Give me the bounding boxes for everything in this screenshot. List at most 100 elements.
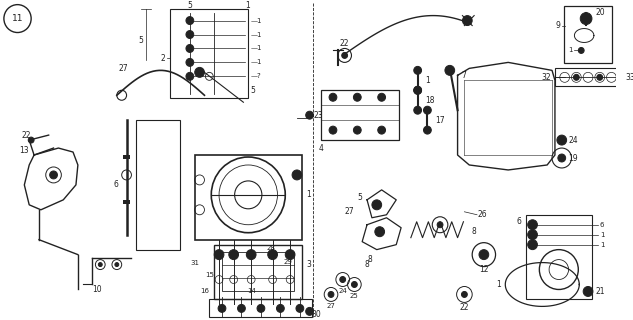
Text: 21: 21 <box>596 287 605 296</box>
Circle shape <box>186 59 194 66</box>
Text: 18: 18 <box>425 96 435 105</box>
Bar <box>526 215 592 300</box>
Circle shape <box>237 304 246 312</box>
Circle shape <box>378 126 385 134</box>
Circle shape <box>528 220 537 230</box>
Circle shape <box>214 250 224 260</box>
Text: 24: 24 <box>568 136 578 145</box>
Circle shape <box>528 240 537 250</box>
Bar <box>210 300 311 317</box>
Text: 16: 16 <box>200 288 210 294</box>
Circle shape <box>257 304 265 312</box>
Text: 20: 20 <box>596 8 605 17</box>
Bar <box>222 252 294 292</box>
Circle shape <box>329 93 337 101</box>
Circle shape <box>583 286 593 296</box>
Bar <box>123 155 130 159</box>
Text: 23: 23 <box>313 111 323 120</box>
Circle shape <box>414 106 422 114</box>
Text: 1: 1 <box>306 190 311 199</box>
Circle shape <box>353 93 361 101</box>
Text: 1: 1 <box>425 76 430 85</box>
Text: 2: 2 <box>161 54 165 63</box>
Circle shape <box>28 137 34 143</box>
Text: 5: 5 <box>187 1 192 10</box>
Circle shape <box>378 93 385 101</box>
Text: 1: 1 <box>246 1 250 10</box>
Text: 8: 8 <box>471 227 476 236</box>
Circle shape <box>328 292 334 297</box>
Bar <box>195 155 302 240</box>
Text: 6: 6 <box>114 180 119 189</box>
Bar <box>123 200 130 204</box>
Circle shape <box>195 68 204 77</box>
Circle shape <box>285 250 295 260</box>
Text: 13: 13 <box>20 146 29 155</box>
Bar <box>322 90 399 140</box>
Text: 8: 8 <box>368 255 372 264</box>
Text: 5: 5 <box>357 193 362 202</box>
Bar <box>136 120 180 250</box>
Circle shape <box>186 44 194 52</box>
Circle shape <box>461 292 467 297</box>
Circle shape <box>186 72 194 80</box>
Text: 27: 27 <box>345 207 354 216</box>
Text: 12: 12 <box>479 265 489 274</box>
Circle shape <box>573 74 579 80</box>
Circle shape <box>351 282 357 287</box>
Text: 22: 22 <box>22 131 31 140</box>
Text: 19: 19 <box>568 154 578 163</box>
Circle shape <box>306 111 313 119</box>
Text: 28: 28 <box>266 245 275 251</box>
Text: —1: —1 <box>250 31 261 37</box>
Circle shape <box>229 250 239 260</box>
Text: 8: 8 <box>365 260 370 269</box>
Text: 26: 26 <box>477 210 487 219</box>
Circle shape <box>268 250 277 260</box>
Text: —1: —1 <box>250 45 261 52</box>
Circle shape <box>557 135 567 145</box>
Circle shape <box>414 86 422 94</box>
Text: 22: 22 <box>460 303 469 312</box>
Text: 5: 5 <box>250 86 255 95</box>
Text: —1: —1 <box>250 60 261 65</box>
Circle shape <box>463 16 472 26</box>
Circle shape <box>423 106 431 114</box>
Text: 6: 6 <box>599 222 605 228</box>
Circle shape <box>437 222 443 228</box>
Circle shape <box>340 276 346 283</box>
Text: 27: 27 <box>119 64 128 73</box>
Circle shape <box>218 304 226 312</box>
Text: 6: 6 <box>517 217 522 226</box>
Circle shape <box>98 263 102 267</box>
Bar <box>214 245 302 300</box>
Text: 10: 10 <box>92 285 102 294</box>
Text: 15: 15 <box>205 272 214 277</box>
Text: 1: 1 <box>568 47 573 53</box>
Circle shape <box>292 170 302 180</box>
Text: —1: —1 <box>250 18 261 24</box>
Text: 29: 29 <box>283 259 292 265</box>
Circle shape <box>528 230 537 240</box>
Text: 25: 25 <box>350 293 359 300</box>
Circle shape <box>597 74 603 80</box>
Bar <box>564 6 612 63</box>
Text: 4: 4 <box>318 144 323 153</box>
Circle shape <box>342 52 348 59</box>
Circle shape <box>375 227 385 237</box>
Text: —?: —? <box>250 73 261 79</box>
Text: 1: 1 <box>599 242 605 248</box>
Circle shape <box>414 86 422 94</box>
Text: 3: 3 <box>306 260 311 269</box>
Bar <box>170 9 248 98</box>
Circle shape <box>579 47 584 53</box>
Circle shape <box>277 304 284 312</box>
Text: 17: 17 <box>436 116 445 125</box>
Circle shape <box>580 12 592 25</box>
Circle shape <box>49 171 58 179</box>
Text: 24: 24 <box>338 288 347 294</box>
Circle shape <box>423 126 431 134</box>
Circle shape <box>353 126 361 134</box>
Circle shape <box>479 250 489 260</box>
Text: 1: 1 <box>497 280 501 289</box>
